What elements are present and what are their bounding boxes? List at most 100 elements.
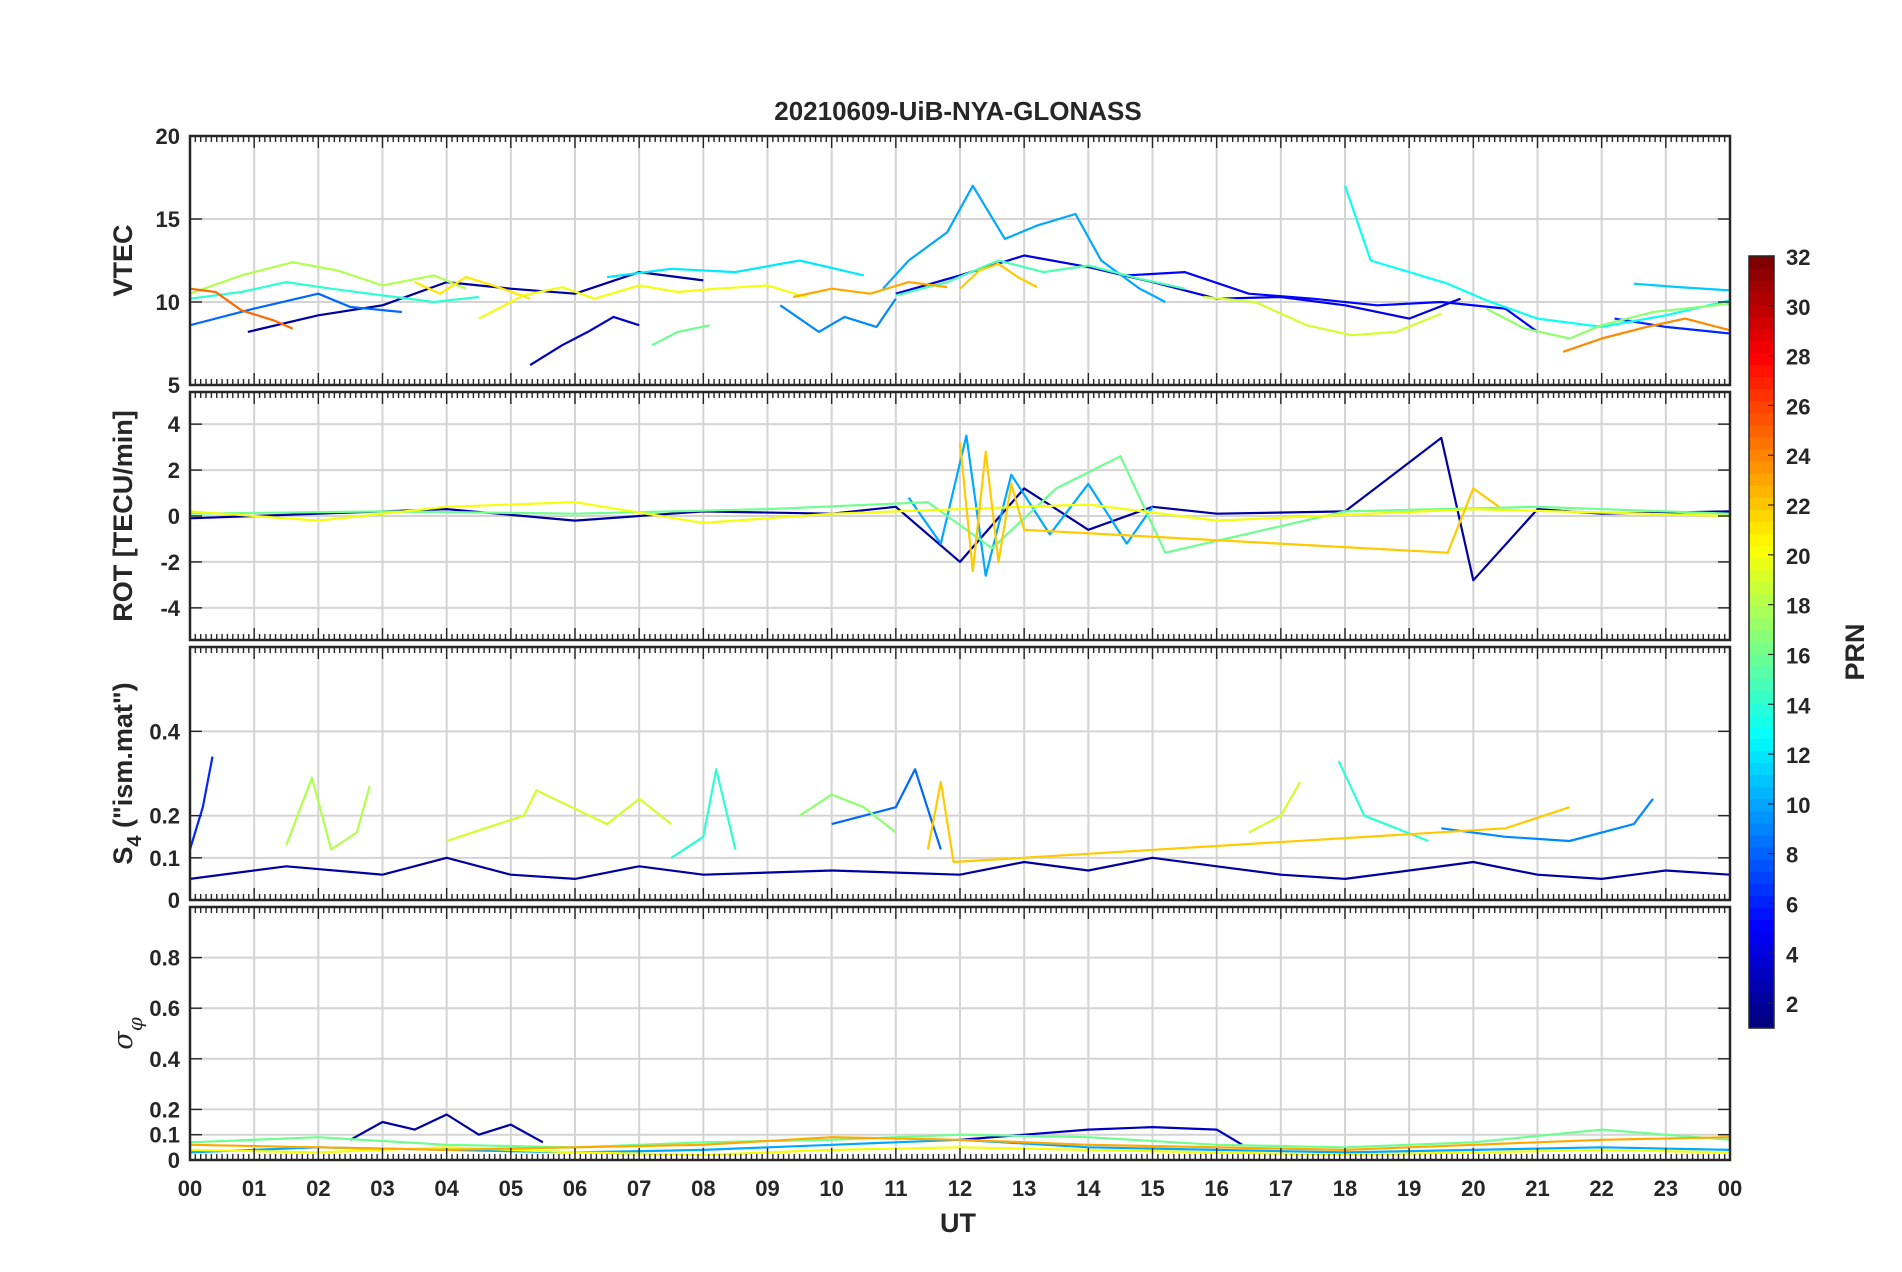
series-group	[190, 184, 1730, 367]
colorbar-tick-label: 22	[1786, 494, 1810, 519]
grid-lines	[190, 907, 1730, 1160]
series-line-prn-10	[907, 434, 1154, 577]
series-line-prn-18	[190, 261, 467, 295]
colorbar-tick-label: 18	[1786, 594, 1810, 619]
series-line-prn-21	[414, 276, 531, 300]
y-tick-label: 0.8	[149, 946, 180, 971]
series-line-prn-22	[959, 262, 1038, 290]
colorbar-swatch	[1749, 629, 1774, 643]
series-line-prn-17	[798, 793, 897, 834]
series-line-prn-22	[926, 780, 1570, 864]
colorbar-swatch	[1749, 871, 1774, 884]
colorbar-frame	[1748, 255, 1775, 1029]
panel-rot: -4 -2 0 2 4 ROT [TECU/min]	[108, 390, 1732, 642]
colorbar-swatch	[1749, 895, 1774, 908]
colorbar-swatch	[1749, 835, 1774, 848]
colorbar-swatch	[1749, 678, 1774, 691]
series-line-prn-2	[190, 436, 1730, 582]
y-tick-label: 0.4	[149, 1047, 180, 1072]
colorbar-swatch	[1749, 400, 1774, 414]
colorbar-swatch	[1749, 545, 1774, 559]
y-tick-label: 0.2	[149, 1097, 180, 1122]
colorbar-tick-label: 10	[1786, 793, 1810, 818]
x-tick-label: 23	[1654, 1176, 1678, 1201]
y-tick-label: 4	[168, 412, 181, 437]
colorbar-swatch	[1749, 280, 1774, 293]
colorbar-tick-label: 20	[1786, 544, 1810, 569]
colorbar-tick-label: 28	[1786, 345, 1810, 370]
x-tick-label: 02	[306, 1176, 330, 1201]
panel-sigma_phi: 00.10.2 0.4 0.6 0.8 σφ	[108, 905, 1732, 1173]
colorbar-swatch	[1749, 786, 1774, 800]
series-line-prn-24	[1562, 317, 1730, 353]
colorbar-tick-label: 14	[1786, 693, 1811, 718]
series-line-prn-2	[349, 1113, 544, 1144]
y-tick-label: 0	[168, 888, 180, 913]
colorbar-swatch	[1749, 304, 1774, 317]
x-tick-label: 04	[434, 1176, 459, 1201]
colorbar-swatch	[1749, 424, 1774, 438]
colorbar-swatch	[1749, 931, 1774, 945]
colorbar-swatch	[1749, 883, 1774, 896]
colorbar-tick-label: 26	[1786, 394, 1810, 419]
colorbar-swatch	[1749, 943, 1774, 957]
colorbar-swatch	[1749, 738, 1774, 752]
colorbar-swatch	[1749, 642, 1774, 655]
x-tick-label: 16	[1204, 1176, 1228, 1201]
colorbar-swatch	[1749, 1015, 1774, 1029]
panel-s4: 0 0.1 0.2 0.4S4 ("ism.mat")	[108, 645, 1732, 913]
series-line-prn-19	[1203, 295, 1442, 337]
y-tick-label: -4	[160, 596, 180, 621]
y-tick-label: 0.1	[149, 1123, 180, 1148]
y-tick-label: 0.2	[149, 804, 180, 829]
colorbar-swatch	[1749, 907, 1774, 921]
colorbar-swatch	[1749, 364, 1774, 378]
y-tick-label: 0	[168, 504, 180, 529]
y-tick-label: 0.4	[149, 719, 180, 744]
colorbar-swatch	[1749, 690, 1774, 703]
colorbar-swatch	[1749, 991, 1774, 1005]
x-axis-label: UT	[940, 1208, 976, 1238]
colorbar-swatch	[1749, 436, 1774, 450]
series-line-prn-22	[958, 442, 1500, 573]
x-tick-label: 12	[948, 1176, 972, 1201]
x-tick-label: 18	[1333, 1176, 1357, 1201]
series-line-prn-20	[478, 284, 807, 320]
colorbar-swatch	[1749, 569, 1774, 583]
colorbar-swatch	[1749, 750, 1774, 764]
series-line-prn-18	[285, 776, 371, 851]
x-tick-label: 09	[755, 1176, 779, 1201]
y-tick-label: 5	[168, 373, 180, 398]
series-line-prn-5	[1126, 271, 1539, 333]
colorbar-swatch	[1749, 810, 1774, 824]
x-tick-label: 17	[1269, 1176, 1293, 1201]
colorbar-swatch	[1749, 521, 1774, 535]
colorbar-swatch	[1749, 449, 1774, 462]
y-tick-label: 0.1	[149, 846, 180, 871]
series-line-prn-8	[831, 768, 942, 850]
colorbar-tick-label: 30	[1786, 295, 1810, 320]
colorbar-tick-label: 2	[1786, 992, 1798, 1017]
colorbar-swatch	[1749, 919, 1774, 933]
colorbar-swatch	[1749, 316, 1774, 329]
colorbar-swatch	[1749, 955, 1774, 969]
series-line-prn-16	[190, 1128, 1730, 1149]
colorbar-swatch	[1749, 485, 1774, 498]
colorbar-swatch	[1749, 388, 1774, 402]
series-line-prn-17	[1485, 302, 1730, 340]
colorbar-swatch	[1749, 847, 1774, 860]
colorbar-label: PRN	[1840, 623, 1870, 680]
y-axis-label-rot: ROT [TECU/min]	[108, 410, 138, 621]
colorbar-tick-label: 32	[1786, 245, 1810, 270]
colorbar-swatch	[1749, 376, 1774, 390]
x-tick-label: 00	[178, 1176, 202, 1201]
colorbar-swatch	[1749, 967, 1774, 981]
series-line-prn-14	[670, 768, 737, 859]
colorbar-swatch	[1749, 762, 1774, 776]
colorbar-tick-label: 16	[1786, 643, 1810, 668]
x-axis: 00 01 02 03 04 05 06 07 08 09 10 11 12 13 14 15 16 17 18 19…	[178, 1176, 1742, 1201]
colorbar-swatch	[1749, 256, 1774, 269]
colorbar-swatch	[1749, 292, 1774, 305]
series-line-prn-16	[190, 455, 1730, 554]
